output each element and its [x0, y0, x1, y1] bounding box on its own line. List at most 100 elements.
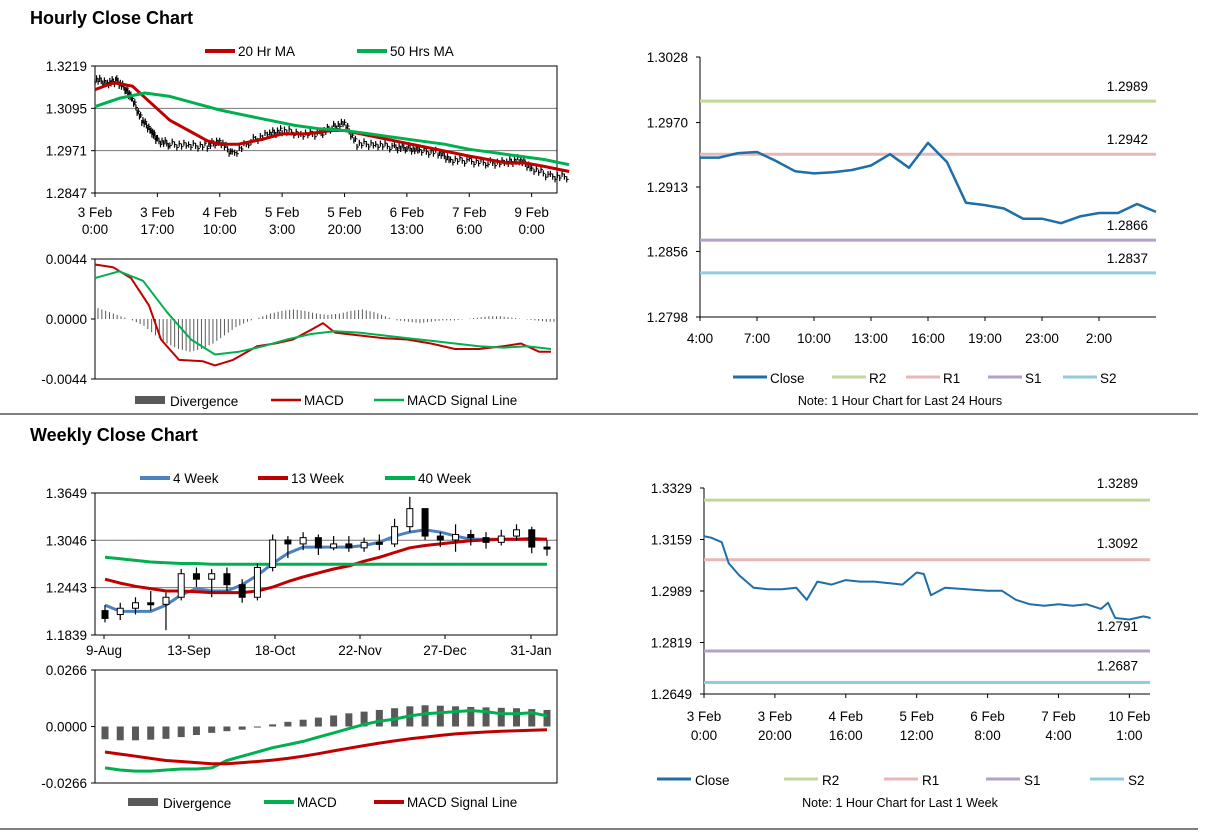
close1w-close-line — [703, 535, 1151, 621]
weekly-candle-body — [238, 584, 246, 598]
close1w-xtick-date: 5 Feb — [899, 709, 934, 724]
weekly-legend-13wk-label: 13 Week — [291, 471, 344, 486]
hourly-price-xtick-date: 4 Feb — [202, 205, 237, 220]
close1w-ytick-label: 1.3159 — [651, 533, 692, 548]
weekly-macd-macd-line — [104, 709, 548, 773]
weekly-candle-body — [497, 535, 505, 543]
hourly-macd-signal-line — [94, 270, 552, 356]
close24-legend-r2: R2 — [869, 371, 886, 386]
weekly-macd-ytick-label: -0.0266 — [41, 776, 87, 791]
close1w-legend-r1: R1 — [922, 773, 939, 788]
hourly-macd-ytick-label: -0.0044 — [41, 372, 87, 387]
weekly-macd-divergence-bar — [330, 715, 338, 727]
close1w-xtick-time: 16:00 — [829, 728, 863, 743]
close1w-level-label-s1: 1.2791 — [1097, 619, 1138, 634]
hourly-macd-macd-line — [94, 263, 551, 367]
hourly-legend-divergence-label: Divergence — [170, 394, 238, 409]
close1w-legend-s2: S2 — [1128, 773, 1145, 788]
weekly-legend-40wk-label: 40 Week — [418, 471, 471, 486]
weekly-macd-ytick-label: 0.0000 — [46, 720, 87, 735]
weekly-macd-divergence-bar — [284, 721, 292, 727]
close1w-level-label-r2: 1.3289 — [1097, 476, 1138, 491]
weekly-macd-divergence-bar — [543, 709, 551, 727]
hourly-price-xtick-time: 0:00 — [519, 222, 545, 237]
weekly-macd-divergence-bar — [375, 709, 383, 727]
weekly-legend-4wk-label: 4 Week — [173, 471, 219, 486]
hourly-price-xtick-date: 5 Feb — [265, 205, 300, 220]
hourly-legend-50hr-ma-label: 50 Hrs MA — [390, 44, 454, 59]
close24-legend-r1: R1 — [943, 371, 960, 386]
close24-legend-s2: S2 — [1100, 371, 1117, 386]
close1w-xtick-time: 1:00 — [1116, 728, 1142, 743]
weekly-macd-divergence-bar — [299, 719, 307, 727]
weekly-macd-divergence-bar — [467, 706, 475, 727]
close24-note: Note: 1 Hour Chart for Last 24 Hours — [798, 394, 1002, 408]
hourly-price-20hr-ma-line — [94, 81, 570, 173]
hourly-price-xtick-time: 3:00 — [269, 222, 295, 237]
weekly-legend-signal-label: MACD Signal Line — [407, 795, 517, 810]
hourly-price-xtick-time: 20:00 — [328, 222, 362, 237]
weekly-macd-divergence-bar — [131, 726, 139, 741]
weekly-price-xtick-label: 13-Sep — [167, 643, 211, 658]
hourly-legend-macd-label: MACD — [304, 393, 344, 408]
weekly-candle-body — [467, 534, 475, 539]
weekly-price-xtick-label: 31-Jan — [510, 643, 551, 658]
weekly-legend-divergence-label: Divergence — [163, 796, 231, 811]
hourly-price-ytick-label: 1.2971 — [46, 144, 87, 159]
hourly-price-xtick-time: 6:00 — [456, 222, 482, 237]
close24-xtick-label: 19:00 — [968, 331, 1002, 346]
weekly-macd-divergence-bar — [436, 705, 444, 727]
close1w-xtick-time: 8:00 — [974, 728, 1000, 743]
close1w-xtick-date: 4 Feb — [829, 709, 864, 724]
close1w-xtick-time: 12:00 — [900, 728, 934, 743]
weekly-candle-body — [253, 566, 261, 598]
weekly-macd-divergence-bar — [345, 713, 353, 727]
close1w-ytick-label: 1.2819 — [651, 636, 692, 651]
hourly-price-xtick-date: 3 Feb — [78, 205, 113, 220]
close1w-level-label-r1: 1.3092 — [1097, 536, 1138, 551]
close24-ytick-label: 1.2913 — [647, 180, 688, 195]
weekly-candle-body — [345, 543, 353, 549]
close1w-xtick-time: 20:00 — [758, 728, 792, 743]
weekly-candle-body — [147, 602, 155, 606]
close24-xtick-label: 4:00 — [687, 331, 713, 346]
weekly-candle-body — [131, 602, 139, 609]
close24-xtick-label: 16:00 — [911, 331, 945, 346]
hourly-price-ytick-label: 1.2847 — [46, 186, 87, 201]
weekly-candle-body — [391, 526, 399, 545]
close24-close-line — [700, 141, 1157, 225]
weekly-macd-divergence-bar — [269, 724, 277, 727]
weekly-candle-body — [543, 546, 551, 550]
hourly-price-xtick-time: 17:00 — [140, 222, 174, 237]
close1w-xtick-date: 7 Feb — [1041, 709, 1076, 724]
weekly-candle-body — [421, 508, 429, 537]
weekly-macd-divergence-bar — [314, 717, 322, 727]
close1w-xtick-time: 4:00 — [1045, 728, 1071, 743]
hourly-price-xtick-date: 9 Feb — [514, 205, 549, 220]
close24-xtick-label: 10:00 — [797, 331, 831, 346]
weekly-macd-divergence-bar — [238, 726, 246, 730]
weekly-price-xtick-label: 27-Dec — [423, 643, 467, 658]
close1w-xtick-date: 10 Feb — [1108, 709, 1150, 724]
weekly-legend-macd-label: MACD — [297, 795, 337, 810]
hourly-macd-ytick-label: 0.0000 — [46, 312, 87, 327]
weekly-macd-divergence-bar — [116, 726, 124, 741]
weekly-price-40wk-line — [104, 555, 547, 566]
hourly-price-frame — [94, 65, 558, 194]
weekly-price-frame — [94, 492, 558, 636]
hourly-price-ytick-label: 1.3095 — [46, 101, 87, 116]
weekly-macd-divergence-bar — [360, 711, 368, 727]
weekly-macd-divergence-bar — [497, 707, 505, 727]
weekly-candle-body — [406, 508, 414, 528]
hourly-price-50hr-ma-line — [94, 91, 570, 167]
close1w-ytick-label: 1.2649 — [651, 687, 692, 702]
weekly-candle-body — [452, 534, 460, 541]
weekly-macd-ytick-label: 0.0266 — [46, 663, 87, 678]
close24-ytick-label: 1.2856 — [647, 244, 688, 259]
close24-xtick-label: 23:00 — [1025, 331, 1059, 346]
close24-xtick-label: 2:00 — [1086, 331, 1112, 346]
weekly-macd-divergence-bar — [177, 726, 185, 738]
close1w-xtick-date: 6 Feb — [970, 709, 1005, 724]
hourly-legend-signal-label: MACD Signal Line — [407, 393, 517, 408]
